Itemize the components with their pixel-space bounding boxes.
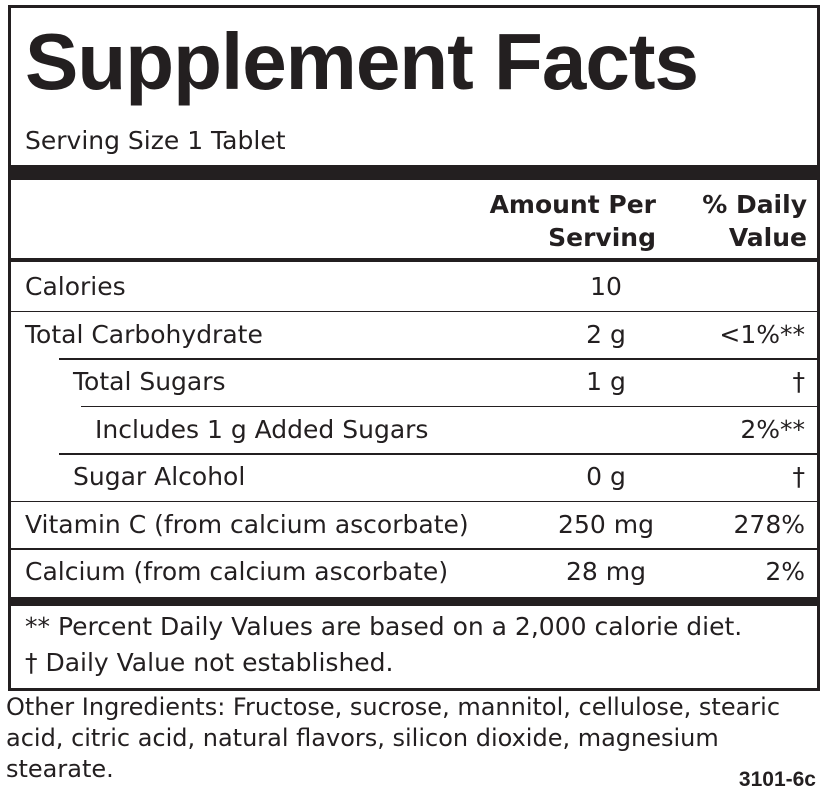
daily-value-header: % Daily Value bbox=[702, 190, 807, 252]
row-rule bbox=[59, 358, 817, 360]
nutrient-name: Total Carbohydrate bbox=[25, 319, 263, 349]
amount: 2 g bbox=[586, 319, 626, 349]
amount: 28 mg bbox=[566, 557, 646, 586]
daily-value: † bbox=[792, 462, 806, 491]
other-ingredients: Other Ingredients: Fructose, sucrose, ma… bbox=[6, 693, 781, 783]
amount: 10 bbox=[590, 272, 622, 301]
row-rule bbox=[81, 405, 817, 407]
footnote: ** Percent Daily Values are based on a 2… bbox=[25, 612, 743, 641]
row-rule bbox=[11, 310, 817, 312]
title: Supplement Facts bbox=[25, 17, 699, 106]
nutrient-name: Calcium (from calcium ascorbate) bbox=[25, 557, 449, 586]
nutrient-name: Sugar Alcohol bbox=[73, 462, 246, 491]
amount: 250 mg bbox=[558, 509, 654, 539]
daily-value: 278% bbox=[733, 509, 805, 539]
daily-value: <1%** bbox=[719, 319, 805, 349]
footnote: † Daily Value not established. bbox=[25, 648, 394, 677]
nutrient-name: Vitamin C (from calcium ascorbate) bbox=[25, 509, 469, 539]
nutrient-name: Calories bbox=[25, 272, 126, 301]
amount: 0 g bbox=[586, 462, 626, 491]
facts-panel: Supplement Facts Serving Size 1 Tablet A… bbox=[8, 5, 820, 691]
row-rule bbox=[11, 500, 817, 502]
amount-header: Amount Per Serving bbox=[489, 190, 656, 252]
nutrient-name: Total Sugars bbox=[73, 367, 226, 396]
daily-value: † bbox=[792, 367, 806, 396]
thick-bar bbox=[11, 165, 817, 180]
daily-value: 2%** bbox=[740, 414, 805, 444]
row-rule bbox=[59, 453, 817, 455]
row-rule bbox=[11, 548, 817, 550]
thick-bar bbox=[11, 597, 817, 606]
product-code: 3101-6c bbox=[738, 768, 816, 791]
daily-value: 2% bbox=[765, 557, 805, 586]
serving-size: Serving Size 1 Tablet bbox=[25, 126, 286, 155]
nutrient-name: Includes 1 g Added Sugars bbox=[95, 414, 429, 444]
amount: 1 g bbox=[586, 367, 626, 396]
header-rule bbox=[11, 258, 817, 262]
